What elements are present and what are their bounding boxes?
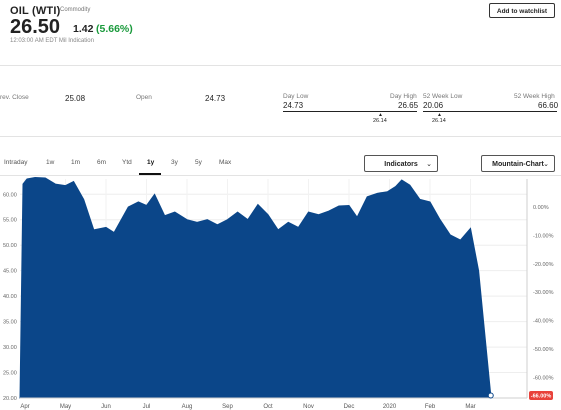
tab-5y[interactable]: 5y bbox=[195, 159, 202, 166]
x-tick-label: May bbox=[60, 404, 71, 410]
caret-up-icon: ▲ bbox=[437, 112, 442, 118]
asset-type-label: Commodity bbox=[60, 7, 91, 13]
x-tick-label: Jun bbox=[101, 404, 111, 410]
tab-6m[interactable]: 6m bbox=[97, 159, 107, 166]
right-tick-label: 0.00% bbox=[533, 205, 549, 211]
x-tick-label: Mar bbox=[465, 404, 475, 410]
x-tick-label: Apr bbox=[20, 404, 29, 410]
week52-high-value: 66.60 bbox=[538, 101, 559, 110]
current-price: 26.50 bbox=[10, 16, 61, 38]
x-tick-label: Sep bbox=[222, 404, 233, 410]
x-tick-label: Dec bbox=[344, 404, 355, 410]
x-tick-label: Oct bbox=[263, 404, 273, 410]
y-tick-label: 35.00 bbox=[3, 320, 17, 326]
x-tick-label: Aug bbox=[182, 404, 193, 410]
quote-timestamp: 12:03:00 AM EDT Mil Indication bbox=[10, 38, 94, 44]
y-tick-label: 25.00 bbox=[3, 371, 17, 377]
tab-ytd[interactable]: Ytd bbox=[122, 159, 132, 166]
x-tick-label: 2020 bbox=[383, 404, 397, 410]
x-tick-label: Nov bbox=[303, 404, 314, 410]
week52-range-bar bbox=[423, 111, 557, 112]
day-range-bar bbox=[283, 111, 417, 112]
indicators-dropdown[interactable]: Indicators ⌄ bbox=[364, 155, 438, 172]
chart-divider bbox=[0, 175, 561, 176]
week52-high-label: 52 Week High bbox=[514, 93, 555, 100]
y-axis-right: 0.00% -10.00% -20.00% -30.00% -40.00% -50.00%… bbox=[487, 205, 554, 400]
y-tick-label: 20.00 bbox=[3, 396, 17, 402]
x-tick-label: Jul bbox=[143, 404, 151, 410]
open-label: Open bbox=[136, 94, 152, 101]
right-tick-label: -30.00% bbox=[533, 290, 554, 296]
week52-low-value: 20.06 bbox=[423, 101, 444, 110]
chart-type-label: Mountain-Chart bbox=[492, 161, 544, 168]
indicators-label: Indicators bbox=[384, 161, 418, 168]
right-tick-label: -10.00% bbox=[533, 233, 554, 239]
add-to-watchlist-button[interactable]: Add to watchlist bbox=[489, 3, 555, 18]
right-tick-label: -20.00% bbox=[533, 262, 554, 268]
right-tick-label: -50.00% bbox=[533, 347, 554, 353]
prev-close-label: rev. Close bbox=[0, 94, 29, 101]
right-tick-label: -40.00% bbox=[533, 319, 554, 325]
week52-low-label: 52 Week Low bbox=[423, 93, 463, 100]
price-chart[interactable]: 60.00 55.00 50.00 45.00 40.00 35.00 30.00 25.00… bbox=[0, 176, 561, 410]
header-divider bbox=[0, 65, 561, 66]
tab-max[interactable]: Max bbox=[219, 159, 232, 166]
last-change-badge-bg bbox=[529, 390, 553, 400]
chart-type-dropdown[interactable]: Mountain-Chart ⌄ bbox=[481, 155, 555, 172]
tab-3y[interactable]: 3y bbox=[171, 159, 178, 166]
active-tab-indicator bbox=[139, 173, 161, 175]
caret-up-icon: ▲ bbox=[378, 112, 383, 118]
tab-1m[interactable]: 1m bbox=[71, 159, 81, 166]
price-change-percent: (5.66%) bbox=[96, 23, 133, 35]
day-high-value: 26.65 bbox=[398, 101, 419, 110]
tab-1w[interactable]: 1w bbox=[46, 159, 55, 166]
tab-intraday[interactable]: Intraday bbox=[4, 159, 28, 166]
prev-close-value: 25.08 bbox=[65, 94, 86, 103]
last-value-dot bbox=[487, 392, 494, 399]
price-area bbox=[19, 176, 492, 399]
price-change: 1.42 bbox=[73, 23, 94, 35]
y-tick-label: 60.00 bbox=[3, 192, 17, 198]
x-tick-label: Feb bbox=[425, 404, 436, 410]
y-tick-label: 50.00 bbox=[3, 243, 17, 249]
day-low-label: Day Low bbox=[283, 93, 309, 100]
tab-1y[interactable]: 1y bbox=[147, 159, 155, 166]
day-low-value: 24.73 bbox=[283, 101, 304, 110]
x-axis: Apr May Jun Jul Aug Sep Oct Nov Dec 2020 Feb Mar bbox=[20, 404, 475, 410]
y-tick-label: 30.00 bbox=[3, 345, 17, 351]
open-value: 24.73 bbox=[205, 94, 226, 103]
symbol-title: OIL (WTI) bbox=[10, 5, 61, 17]
chart-area-layer bbox=[19, 176, 528, 399]
y-axis-left: 60.00 55.00 50.00 45.00 40.00 35.00 30.00 25.00… bbox=[3, 192, 17, 402]
y-tick-label: 45.00 bbox=[3, 269, 17, 275]
stats-divider bbox=[0, 136, 561, 137]
day-high-label: Day High bbox=[390, 93, 417, 100]
y-tick-label: 40.00 bbox=[3, 294, 17, 300]
chevron-down-icon: ⌄ bbox=[426, 161, 432, 168]
day-range-marker: 26.14 bbox=[373, 118, 387, 124]
right-tick-label: -60.00% bbox=[533, 375, 554, 381]
chevron-down-icon: ⌄ bbox=[543, 161, 549, 168]
last-change-badge: -66.00% bbox=[531, 393, 552, 399]
y-tick-label: 55.00 bbox=[3, 218, 17, 224]
week52-range-marker: 26.14 bbox=[432, 118, 446, 124]
